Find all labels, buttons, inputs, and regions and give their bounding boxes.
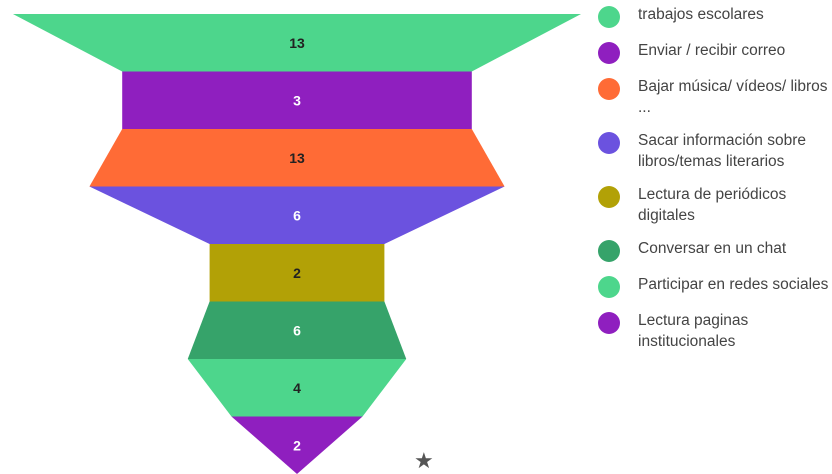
funnel-band-1 (12, 14, 582, 72)
funnel-value-label-4: 6 (293, 207, 301, 223)
funnel-band-4 (89, 186, 505, 244)
legend-label: trabajos escolares (638, 6, 764, 23)
legend-item-6[interactable]: Conversar en un chat (598, 238, 830, 262)
legend-swatch (598, 78, 620, 100)
legend-label: Enviar / recibir correo (638, 42, 786, 59)
funnel-value-label-2: 3 (293, 92, 301, 108)
legend-label: Participar en redes sociales (638, 276, 829, 293)
legend-item-2[interactable]: Enviar / recibir correo (598, 40, 830, 64)
legend-item-4[interactable]: Sacar información sobre libros/temas lit… (598, 130, 830, 172)
star-icon: ★ (414, 448, 434, 473)
funnel-value-label-5: 2 (293, 265, 301, 281)
funnel-band-8 (231, 416, 363, 474)
legend-item-1[interactable]: trabajos escolares (598, 4, 830, 28)
legend-swatch (598, 240, 620, 262)
legend-swatch (598, 312, 620, 334)
legend-label: Conversar en un chat (638, 240, 787, 257)
funnel-band-5 (209, 244, 385, 302)
legend-label: Lectura paginas institucionales (638, 312, 749, 350)
legend-label: Sacar información sobre libros/temas lit… (638, 132, 806, 170)
funnel-value-label-3: 13 (289, 150, 305, 166)
funnel-value-label-6: 6 (293, 322, 301, 338)
funnel-value-label-7: 4 (293, 380, 301, 396)
legend-swatch (598, 132, 620, 154)
legend-swatch (598, 42, 620, 64)
legend-item-3[interactable]: Bajar música/ vídeos/ libros ... (598, 76, 830, 118)
legend-label: Lectura de periódicos digitales (638, 186, 787, 224)
funnel-band-7 (187, 359, 407, 417)
funnel-band-3 (89, 129, 505, 187)
legend-swatch (598, 6, 620, 28)
funnel-value-label-8: 2 (293, 437, 301, 453)
legend-swatch (598, 186, 620, 208)
funnel-plot: 13 3 13 6 2 6 4 2 (12, 14, 582, 474)
funnel-band-2 (122, 71, 472, 129)
funnel-band-6 (187, 301, 407, 359)
legend-label: Bajar música/ vídeos/ libros ... (638, 78, 828, 116)
chart-legend: trabajos escolares Enviar / recibir corre… (598, 4, 830, 364)
legend-item-7[interactable]: Participar en redes sociales (598, 274, 830, 298)
legend-swatch (598, 276, 620, 298)
legend-item-5[interactable]: Lectura de periódicos digitales (598, 184, 830, 226)
funnel-value-label-1: 13 (289, 35, 305, 51)
legend-item-8[interactable]: Lectura paginas institucionales (598, 310, 830, 352)
